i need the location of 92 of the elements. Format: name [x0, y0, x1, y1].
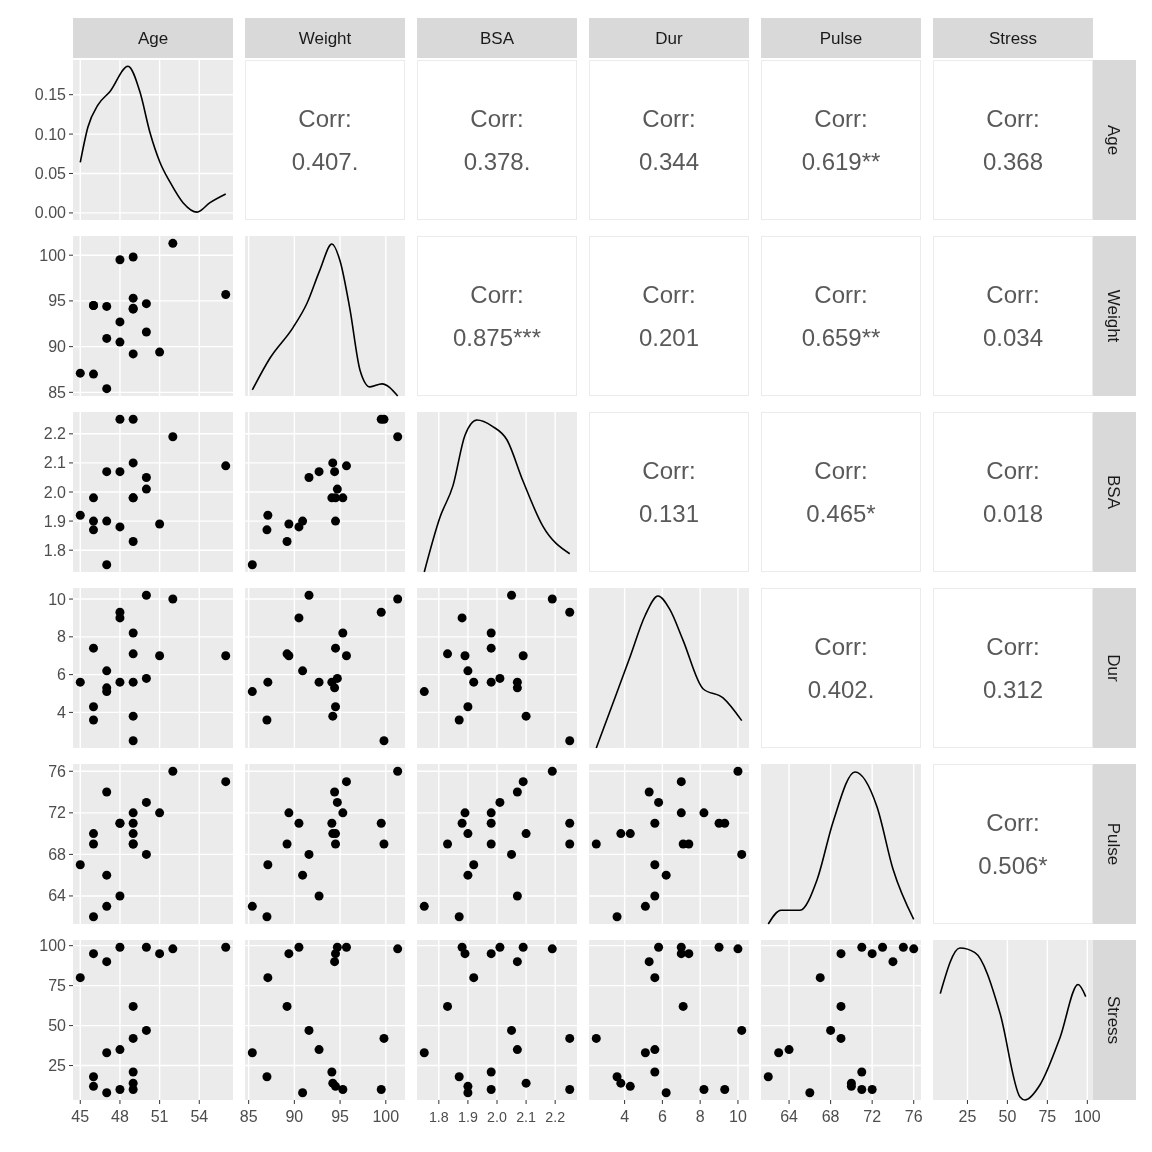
y-tick-label: 75	[48, 977, 67, 995]
text: Corr:	[470, 104, 524, 132]
x-tick-label: 1.8	[428, 1109, 449, 1125]
y-tick-label: 2.0	[43, 483, 67, 501]
text: 0.659**	[801, 323, 881, 351]
text: 0.131	[638, 499, 700, 527]
x-tick-label: 10	[729, 1108, 747, 1125]
y-tick-label: 25	[48, 1057, 67, 1075]
text: Corr:	[814, 632, 868, 660]
x-tick-label: 85	[239, 1108, 258, 1125]
y-tick-label: 95	[48, 292, 67, 310]
text: Corr:	[986, 632, 1040, 660]
y-tick-label: 100	[39, 937, 67, 955]
text: BSA	[1104, 474, 1123, 510]
text: 0.201	[638, 323, 700, 351]
text: 0.506*	[978, 851, 1048, 879]
text: Corr:	[814, 280, 868, 308]
y-tick-label: 0.00	[34, 204, 67, 222]
y-tick-label: 100	[39, 246, 67, 264]
text: Corr:	[814, 456, 868, 484]
text: Weight	[298, 29, 352, 48]
text: 0.465*	[806, 499, 876, 527]
y-tick-label: 8	[57, 628, 67, 646]
x-tick-label: 100	[372, 1108, 400, 1125]
y-tick-label: 90	[48, 338, 67, 356]
y-tick-label: 0.15	[34, 86, 67, 104]
text: Age	[1104, 124, 1123, 156]
y-tick-label: 0.10	[34, 125, 67, 143]
text: 0.018	[982, 499, 1044, 527]
x-tick-label: 1.9	[458, 1109, 478, 1125]
x-tick-label: 76	[904, 1108, 923, 1125]
text: Corr:	[642, 280, 696, 308]
x-tick-label: 6	[657, 1108, 667, 1125]
text: Corr:	[642, 456, 696, 484]
text: Pulse	[1104, 822, 1123, 866]
text: Dur	[1104, 654, 1123, 683]
text: Corr:	[642, 104, 696, 132]
x-tick-label: 95	[331, 1108, 350, 1125]
x-tick-label: 2.0	[487, 1109, 507, 1125]
text: Corr:	[986, 808, 1040, 836]
text: Weight	[1104, 289, 1123, 343]
y-tick-label: 2.2	[43, 425, 67, 443]
x-tick-label: 64	[780, 1108, 799, 1125]
x-tick-label: 4	[620, 1108, 630, 1125]
text: Corr:	[986, 456, 1040, 484]
text: Corr:	[814, 104, 868, 132]
y-tick-label: 76	[48, 762, 67, 780]
text: Stress	[988, 29, 1038, 48]
text: BSA	[479, 29, 515, 48]
y-tick-label: 85	[48, 383, 67, 401]
text: Corr:	[986, 280, 1040, 308]
x-tick-label: 54	[190, 1108, 209, 1125]
text: 0.344	[638, 147, 700, 175]
text: 0.378.	[463, 147, 531, 175]
x-tick-label: 68	[821, 1108, 840, 1125]
text: Corr:	[298, 104, 352, 132]
x-tick-label: 45	[71, 1108, 90, 1125]
y-tick-label: 50	[48, 1017, 67, 1035]
y-tick-label: 2.1	[43, 454, 67, 472]
text: Dur	[655, 29, 684, 48]
text: Corr:	[470, 280, 524, 308]
text: Pulse	[819, 29, 863, 48]
y-tick-label: 64	[48, 887, 67, 905]
x-tick-label: 2.1	[516, 1109, 537, 1125]
text: 0.619**	[801, 147, 881, 175]
y-tick-label: 1.8	[43, 541, 67, 559]
x-tick-label: 48	[111, 1108, 129, 1125]
text: 0.407.	[291, 147, 359, 175]
y-tick-label: 68	[48, 845, 67, 863]
text: 0.402.	[807, 675, 875, 703]
text: Corr:	[986, 104, 1040, 132]
x-tick-label: 2.2	[545, 1109, 566, 1125]
x-tick-label: 72	[863, 1108, 882, 1125]
x-tick-label: 25	[958, 1108, 977, 1125]
y-tick-label: 4	[57, 703, 67, 721]
x-tick-label: 51	[150, 1108, 169, 1125]
text: 0.312	[982, 675, 1044, 703]
x-tick-label: 75	[1038, 1108, 1057, 1125]
x-tick-label: 50	[998, 1108, 1017, 1125]
x-tick-label: 100	[1073, 1108, 1101, 1125]
y-tick-label: 0.05	[34, 165, 67, 182]
text: 0.034	[982, 323, 1044, 351]
x-tick-label: 90	[285, 1108, 304, 1125]
y-tick-label: 72	[48, 804, 67, 822]
text: 0.875***	[452, 323, 542, 351]
y-tick-label: 1.9	[43, 512, 67, 530]
y-tick-label: 10	[48, 590, 67, 608]
y2-axis-title: Stress	[1104, 995, 1123, 1045]
text: 0.368	[982, 147, 1044, 175]
chart-title: Age	[137, 29, 169, 48]
x-tick-label: 8	[695, 1108, 705, 1125]
y-tick-label: 6	[57, 666, 67, 684]
